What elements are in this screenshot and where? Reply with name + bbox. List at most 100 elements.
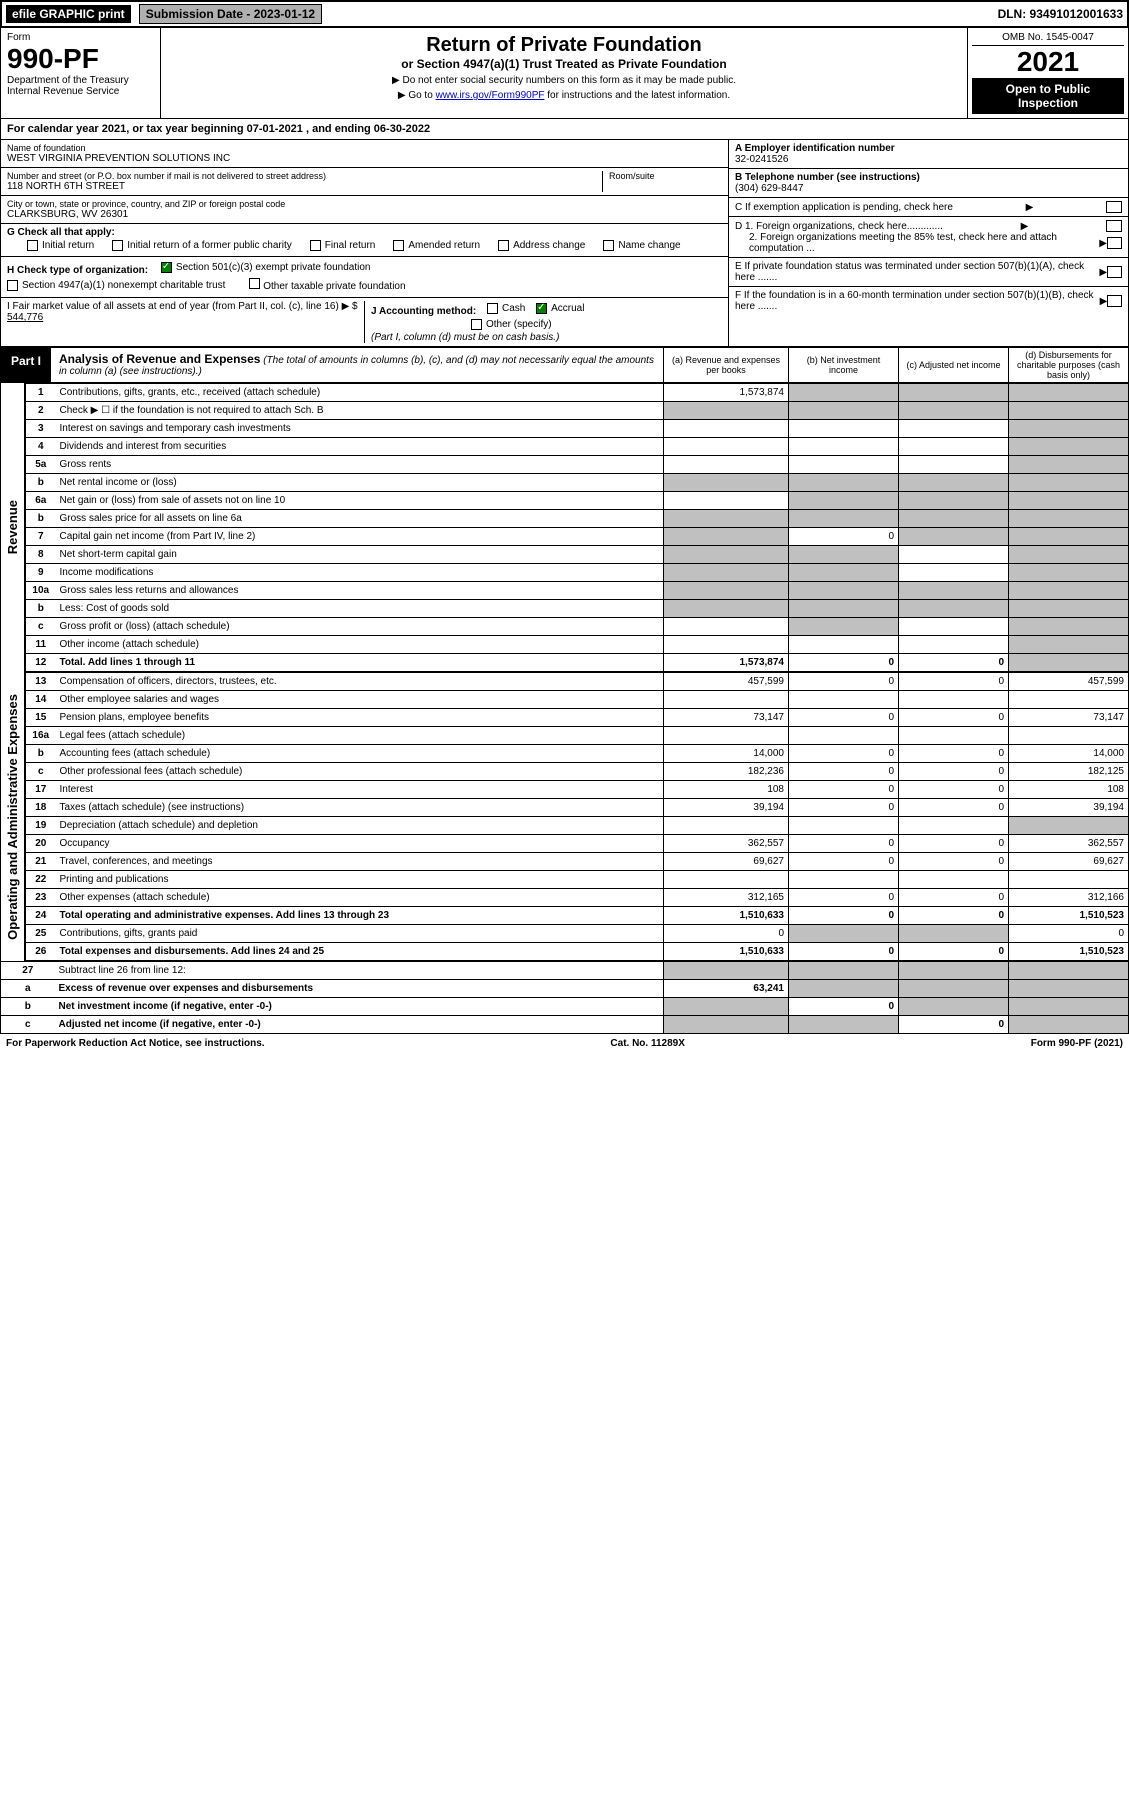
opt-other-method: Other (specify)	[486, 319, 552, 330]
row-10a: 10aGross sales less returns and allowanc…	[26, 582, 1129, 600]
opt-final-return: Final return	[325, 240, 376, 251]
chk-amended-return[interactable]	[393, 240, 404, 251]
row-21: 21Travel, conferences, and meetings69,62…	[26, 853, 1129, 871]
j-label: J Accounting method:	[371, 306, 476, 317]
row-24: 24Total operating and administrative exp…	[26, 907, 1129, 925]
row-27a: aExcess of revenue over expenses and dis…	[1, 980, 1129, 998]
row-18: 18Taxes (attach schedule) (see instructi…	[26, 799, 1129, 817]
row-9: 9Income modifications	[26, 564, 1129, 582]
chk-initial-former[interactable]	[112, 240, 123, 251]
form-label: Form	[7, 32, 154, 43]
dln-text: DLN: 93491012001633	[998, 7, 1123, 21]
chk-other-taxable[interactable]	[249, 278, 260, 289]
chk-foreign-org[interactable]	[1106, 220, 1122, 232]
opt-4947a1: Section 4947(a)(1) nonexempt charitable …	[22, 280, 225, 291]
row-26: 26Total expenses and disbursements. Add …	[26, 943, 1129, 961]
tax-year: 2021	[972, 46, 1124, 78]
expenses-side-label: Operating and Administrative Expenses	[5, 694, 20, 940]
phone-value: (304) 629-8447	[735, 183, 1122, 194]
chk-initial-return[interactable]	[27, 240, 38, 251]
chk-name-change[interactable]	[603, 240, 614, 251]
row-6a: 6aNet gain or (loss) from sale of assets…	[26, 492, 1129, 510]
irs-link[interactable]: www.irs.gov/Form990PF	[436, 90, 545, 101]
efile-print-button[interactable]: efile GRAPHIC print	[6, 5, 131, 23]
col-a-header: (a) Revenue and expenses per books	[663, 348, 788, 382]
chk-other-method[interactable]	[471, 319, 482, 330]
addr-label: Number and street (or P.O. box number if…	[7, 171, 602, 181]
chk-60-month[interactable]	[1107, 295, 1122, 307]
chk-status-terminated[interactable]	[1107, 266, 1122, 278]
row-15: 15Pension plans, employee benefits73,147…	[26, 709, 1129, 727]
row-10b: bLess: Cost of goods sold	[26, 600, 1129, 618]
i-label: I Fair market value of all assets at end…	[7, 301, 358, 312]
instr-goto: ▶ Go to www.irs.gov/Form990PF for instru…	[167, 90, 961, 101]
row-5a: 5aGross rents	[26, 456, 1129, 474]
col-d-header: (d) Disbursements for charitable purpose…	[1008, 348, 1128, 382]
opt-cash: Cash	[502, 303, 525, 314]
opt-other-taxable: Other taxable private foundation	[263, 281, 405, 292]
phone-label: B Telephone number (see instructions)	[735, 172, 1122, 183]
row-16a: 16aLegal fees (attach schedule)	[26, 727, 1129, 745]
revenue-section: Revenue 1Contributions, gifts, grants, e…	[0, 383, 1129, 672]
arrow-icon: ▶	[1099, 238, 1107, 249]
row-5b: bNet rental income or (loss)	[26, 474, 1129, 492]
row-4: 4Dividends and interest from securities	[26, 438, 1129, 456]
arrow-icon: ▶	[1100, 296, 1108, 307]
footer-paperwork: For Paperwork Reduction Act Notice, see …	[6, 1038, 265, 1049]
entity-info: Name of foundation WEST VIRGINIA PREVENT…	[0, 140, 1129, 347]
part1-badge: Part I	[1, 348, 51, 382]
part1-title: Analysis of Revenue and Expenses	[59, 352, 260, 366]
row-27: 27Subtract line 26 from line 12:	[1, 962, 1129, 980]
chk-accrual[interactable]	[536, 303, 547, 314]
chk-exemption-pending[interactable]	[1106, 201, 1122, 213]
chk-cash[interactable]	[487, 303, 498, 314]
footer-catno: Cat. No. 11289X	[610, 1038, 684, 1049]
expenses-table: 13Compensation of officers, directors, t…	[25, 672, 1129, 961]
c-label: C If exemption application is pending, c…	[735, 202, 953, 213]
h-label: H Check type of organization:	[7, 265, 148, 276]
expenses-section: Operating and Administrative Expenses 13…	[0, 672, 1129, 961]
row-3: 3Interest on savings and temporary cash …	[26, 420, 1129, 438]
opt-accrual: Accrual	[551, 303, 584, 314]
chk-foreign-85[interactable]	[1107, 237, 1122, 249]
net-table: 27Subtract line 26 from line 12: aExcess…	[0, 961, 1129, 1034]
page-footer: For Paperwork Reduction Act Notice, see …	[0, 1034, 1129, 1053]
form-subtitle: or Section 4947(a)(1) Trust Treated as P…	[167, 57, 961, 71]
opt-name-change: Name change	[618, 240, 680, 251]
row-23: 23Other expenses (attach schedule)312,16…	[26, 889, 1129, 907]
arrow-icon: ▶	[1099, 267, 1107, 278]
row-11: 11Other income (attach schedule)	[26, 636, 1129, 654]
chk-address-change[interactable]	[498, 240, 509, 251]
arrow-icon: ▶	[1026, 202, 1034, 213]
opt-501c3: Section 501(c)(3) exempt private foundat…	[176, 262, 371, 273]
row-1: 1Contributions, gifts, grants, etc., rec…	[26, 384, 1129, 402]
calendar-year-line: For calendar year 2021, or tax year begi…	[0, 119, 1129, 140]
form-number: 990-PF	[7, 43, 154, 75]
row-14: 14Other employee salaries and wages	[26, 691, 1129, 709]
instr-post: for instructions and the latest informat…	[544, 90, 730, 101]
row-8: 8Net short-term capital gain	[26, 546, 1129, 564]
ein-value: 32-0241526	[735, 154, 1122, 165]
chk-final-return[interactable]	[310, 240, 321, 251]
row-6b: bGross sales price for all assets on lin…	[26, 510, 1129, 528]
instr-no-ssn: ▶ Do not enter social security numbers o…	[167, 75, 961, 86]
top-bar: efile GRAPHIC print Submission Date - 20…	[0, 0, 1129, 28]
chk-4947a1[interactable]	[7, 280, 18, 291]
row-25: 25Contributions, gifts, grants paid00	[26, 925, 1129, 943]
row-19: 19Depreciation (attach schedule) and dep…	[26, 817, 1129, 835]
submission-date-button[interactable]: Submission Date - 2023-01-12	[139, 4, 322, 24]
row-17: 17Interest10800108	[26, 781, 1129, 799]
row-20: 20Occupancy362,55700362,557	[26, 835, 1129, 853]
chk-501c3[interactable]	[161, 262, 172, 273]
ein-label: A Employer identification number	[735, 143, 1122, 154]
opt-initial-former: Initial return of a former public charit…	[127, 240, 292, 251]
row-27c: cAdjusted net income (if negative, enter…	[1, 1016, 1129, 1034]
arrow-icon: ▶	[1021, 221, 1029, 232]
fmv-value: 544,776	[7, 312, 43, 323]
g-label: G Check all that apply:	[7, 227, 115, 238]
dept-treasury: Department of the Treasury	[7, 75, 154, 86]
foundation-name: WEST VIRGINIA PREVENTION SOLUTIONS INC	[7, 153, 722, 164]
f-label: F If the foundation is in a 60-month ter…	[735, 290, 1100, 312]
row-16c: cOther professional fees (attach schedul…	[26, 763, 1129, 781]
footer-form: Form 990-PF (2021)	[1031, 1038, 1123, 1049]
